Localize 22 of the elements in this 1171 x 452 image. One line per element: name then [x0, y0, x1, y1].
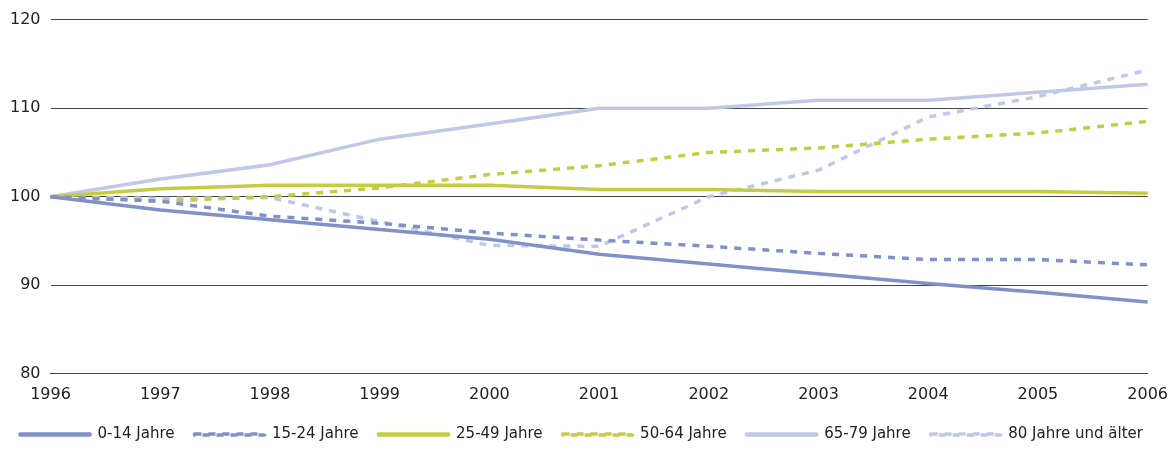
y-tick-label: 100 — [9, 185, 41, 205]
legend-label: 50-64 Jahre — [640, 424, 727, 443]
x-tick-label: 1999 — [359, 383, 401, 403]
x-tick-label: 2000 — [469, 383, 510, 403]
legend-label: 15-24 Jahre — [272, 424, 359, 443]
x-tick-label: 2005 — [1017, 383, 1059, 403]
x-tick-label: 2003 — [798, 383, 839, 403]
x-tick-label: 1996 — [30, 383, 71, 403]
y-tick-label: 90 — [20, 274, 41, 294]
legend-label: 25-49 Jahre — [456, 424, 543, 443]
y-tick-label: 110 — [9, 97, 41, 117]
legend-label: 0-14 Jahre — [97, 424, 175, 443]
legend-label: 65-79 Jahre — [824, 424, 911, 443]
x-tick-label: 2004 — [907, 383, 949, 403]
x-tick-label: 2006 — [1127, 383, 1168, 403]
y-tick-label: 120 — [9, 8, 41, 28]
x-tick-label: 2001 — [578, 383, 620, 403]
x-tick-label: 1997 — [139, 383, 181, 403]
x-tick-label: 1998 — [249, 383, 291, 403]
legend-label: 80 Jahre und älter — [1008, 424, 1144, 443]
x-tick-label: 2002 — [688, 383, 730, 403]
y-tick-label: 80 — [20, 362, 41, 382]
